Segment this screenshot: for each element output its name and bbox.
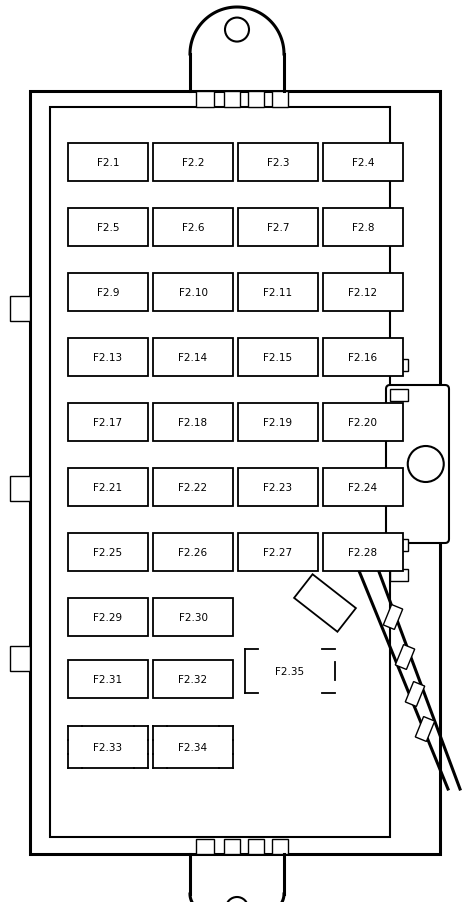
Text: F2.22: F2.22 bbox=[178, 483, 208, 492]
Bar bbox=[10, 297, 30, 322]
Bar bbox=[153, 403, 233, 441]
Text: F2.24: F2.24 bbox=[348, 483, 378, 492]
Text: F2.32: F2.32 bbox=[178, 675, 208, 685]
Text: F2.31: F2.31 bbox=[93, 675, 123, 685]
Text: F2.1: F2.1 bbox=[97, 158, 119, 168]
Text: F2.17: F2.17 bbox=[93, 418, 123, 428]
Text: F2.5: F2.5 bbox=[97, 223, 119, 233]
Bar bbox=[68, 208, 148, 247]
Bar bbox=[10, 476, 30, 502]
Text: F2.33: F2.33 bbox=[93, 742, 123, 752]
Text: F2.35: F2.35 bbox=[275, 667, 305, 676]
Bar bbox=[390, 569, 408, 582]
Bar bbox=[323, 533, 403, 571]
Bar bbox=[68, 273, 148, 312]
Bar bbox=[153, 208, 233, 247]
Text: F2.6: F2.6 bbox=[182, 223, 204, 233]
Text: F2.10: F2.10 bbox=[179, 288, 208, 298]
Bar bbox=[153, 143, 233, 182]
Text: F2.26: F2.26 bbox=[178, 548, 208, 557]
Text: F2.19: F2.19 bbox=[264, 418, 292, 428]
Text: F2.3: F2.3 bbox=[267, 158, 289, 168]
Bar bbox=[153, 468, 233, 506]
Text: F2.13: F2.13 bbox=[93, 353, 123, 363]
Text: F2.8: F2.8 bbox=[352, 223, 374, 233]
Bar bbox=[323, 273, 403, 312]
Text: F2.28: F2.28 bbox=[348, 548, 378, 557]
Bar bbox=[390, 360, 408, 372]
Bar bbox=[196, 839, 214, 854]
Text: F2.21: F2.21 bbox=[93, 483, 123, 492]
Bar bbox=[224, 92, 240, 108]
FancyBboxPatch shape bbox=[386, 385, 449, 543]
Circle shape bbox=[225, 19, 249, 42]
Bar bbox=[323, 403, 403, 441]
Bar bbox=[153, 273, 233, 312]
Text: F2.20: F2.20 bbox=[348, 418, 377, 428]
Bar bbox=[196, 92, 214, 108]
Text: F2.12: F2.12 bbox=[348, 288, 378, 298]
Text: F2.29: F2.29 bbox=[93, 612, 123, 622]
Bar bbox=[68, 660, 148, 698]
Bar bbox=[390, 539, 408, 551]
Bar bbox=[68, 143, 148, 182]
Text: F2.23: F2.23 bbox=[264, 483, 292, 492]
Bar bbox=[153, 338, 233, 376]
Bar bbox=[153, 533, 233, 571]
Bar bbox=[248, 92, 264, 108]
Bar bbox=[153, 598, 233, 636]
Bar bbox=[238, 468, 318, 506]
Bar bbox=[68, 403, 148, 441]
Bar bbox=[10, 647, 30, 671]
Bar bbox=[238, 143, 318, 182]
Bar bbox=[224, 839, 240, 854]
Bar bbox=[50, 108, 390, 837]
Bar bbox=[68, 533, 148, 571]
Text: F2.2: F2.2 bbox=[182, 158, 204, 168]
Polygon shape bbox=[395, 645, 415, 669]
Bar bbox=[238, 273, 318, 312]
Bar bbox=[153, 660, 233, 698]
Bar bbox=[323, 338, 403, 376]
Bar bbox=[323, 208, 403, 247]
Text: F2.27: F2.27 bbox=[264, 548, 292, 557]
Text: F2.11: F2.11 bbox=[264, 288, 292, 298]
Bar bbox=[30, 92, 440, 854]
Polygon shape bbox=[405, 682, 425, 706]
Text: F2.4: F2.4 bbox=[352, 158, 374, 168]
Circle shape bbox=[226, 897, 248, 902]
Text: F2.25: F2.25 bbox=[93, 548, 123, 557]
Bar bbox=[390, 390, 408, 401]
Bar bbox=[248, 839, 264, 854]
Bar bbox=[323, 143, 403, 182]
Bar bbox=[68, 338, 148, 376]
Text: F2.14: F2.14 bbox=[178, 353, 208, 363]
Bar bbox=[272, 92, 288, 108]
Bar bbox=[68, 598, 148, 636]
Text: F2.18: F2.18 bbox=[178, 418, 208, 428]
Bar bbox=[68, 468, 148, 506]
Text: F2.16: F2.16 bbox=[348, 353, 378, 363]
Text: F2.15: F2.15 bbox=[264, 353, 292, 363]
Polygon shape bbox=[294, 575, 356, 632]
Bar bbox=[238, 338, 318, 376]
Bar bbox=[238, 208, 318, 247]
Circle shape bbox=[408, 446, 444, 483]
Text: F2.9: F2.9 bbox=[97, 288, 119, 298]
Bar bbox=[323, 468, 403, 506]
Text: F2.7: F2.7 bbox=[267, 223, 289, 233]
Bar bbox=[238, 533, 318, 571]
Text: F2.34: F2.34 bbox=[178, 742, 208, 752]
Bar bbox=[272, 839, 288, 854]
Polygon shape bbox=[415, 717, 435, 741]
Bar bbox=[238, 403, 318, 441]
Polygon shape bbox=[383, 605, 403, 630]
Text: F2.30: F2.30 bbox=[179, 612, 208, 622]
